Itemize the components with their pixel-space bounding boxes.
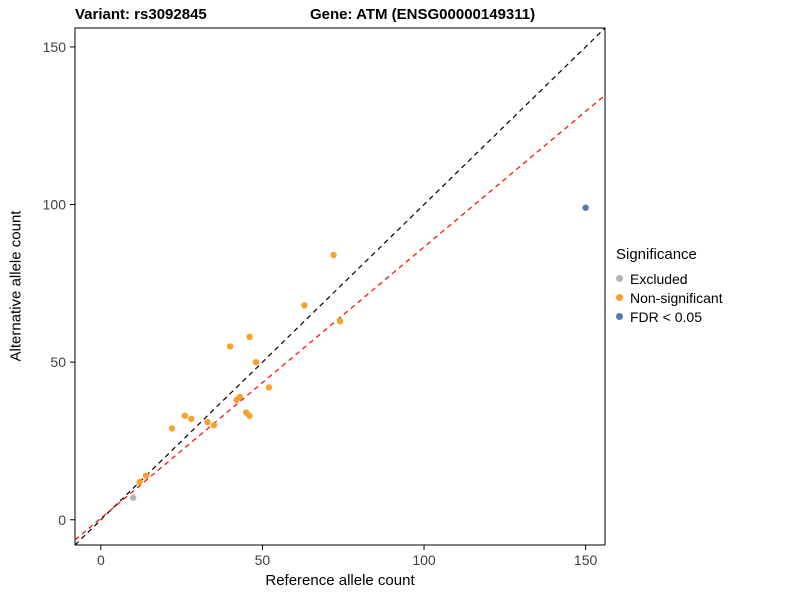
y-axis-label: Alternative allele count <box>7 210 25 362</box>
y-tick-label: 100 <box>43 197 67 213</box>
legend-label: Excluded <box>630 270 688 287</box>
data-point <box>236 393 244 401</box>
plot-title-variant: Variant: rs3092845 <box>75 6 207 23</box>
data-point <box>330 251 337 259</box>
data-point <box>188 415 195 423</box>
x-tick-label: 100 <box>412 552 436 568</box>
legend-items: Excluded Non-significant FDR < 0.05 <box>616 269 723 326</box>
data-point <box>168 425 176 432</box>
legend-title: Significance <box>616 246 697 263</box>
legend-key-dot <box>616 294 623 301</box>
legend-label: FDR < 0.05 <box>630 308 702 325</box>
legend-key-dot <box>616 313 623 320</box>
data-point <box>246 412 253 419</box>
data-point <box>336 317 344 325</box>
plot-title-gene: Gene: ATM (ENSG00000149311) <box>310 6 536 23</box>
legend: Significance Excluded Non-significant FDR … <box>616 246 723 326</box>
data-point <box>204 418 211 426</box>
data-point <box>129 494 137 501</box>
data-point <box>226 343 234 350</box>
x-tick-label: 0 <box>97 552 105 568</box>
data-point <box>136 478 143 486</box>
x-tick-label: 50 <box>255 552 271 568</box>
legend-item: FDR < 0.05 <box>616 307 723 326</box>
x-axis-label: Reference allele count <box>265 572 415 589</box>
y-tick-label: 50 <box>50 354 66 370</box>
data-point <box>246 333 253 341</box>
data-point <box>181 412 189 419</box>
legend-item: Excluded <box>616 269 723 288</box>
legend-item: Non-significant <box>616 288 723 307</box>
data-point <box>301 302 308 309</box>
identity-line <box>74 27 606 546</box>
data-point <box>142 472 150 479</box>
y-tick-label: 0 <box>58 512 66 528</box>
y-tick-label: 150 <box>43 39 67 55</box>
x-tick-label: 150 <box>574 552 598 568</box>
data-point <box>265 384 273 391</box>
regression-line <box>74 94 606 541</box>
legend-label: Non-significant <box>630 289 723 306</box>
legend-key-dot <box>616 275 623 282</box>
data-point <box>252 358 260 366</box>
data-point <box>210 422 218 429</box>
data-point <box>582 204 589 211</box>
